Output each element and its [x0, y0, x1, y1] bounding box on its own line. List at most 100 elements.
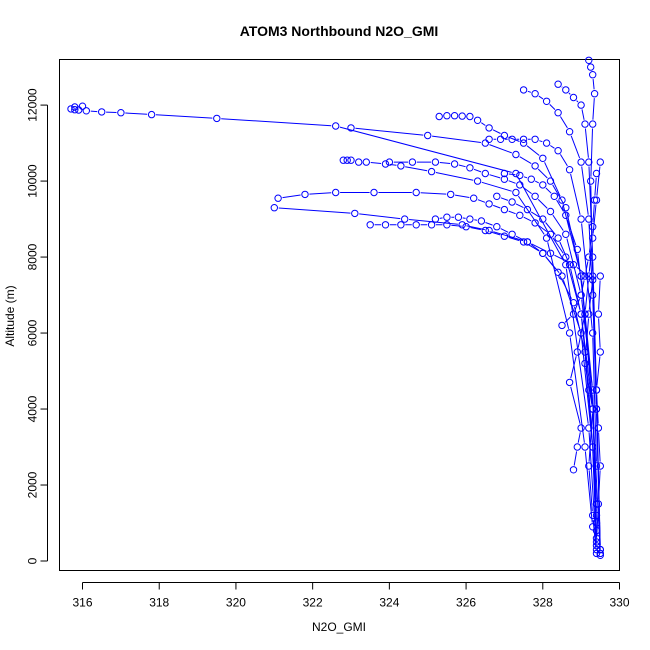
data-point	[569, 261, 578, 269]
data-series	[585, 56, 604, 554]
data-point	[531, 192, 539, 201]
y-tick-label: 10000	[26, 164, 40, 198]
series-line	[493, 138, 597, 462]
data-point	[569, 299, 578, 307]
data-point	[450, 112, 459, 120]
data-point	[466, 164, 474, 172]
data-point	[573, 348, 581, 356]
data-point	[577, 424, 585, 432]
data-point	[301, 190, 309, 199]
data-point	[270, 204, 278, 212]
data-point	[577, 101, 585, 109]
x-tick-label: 318	[149, 596, 169, 610]
data-point	[481, 226, 489, 235]
data-point	[485, 135, 493, 144]
data-point	[435, 112, 443, 121]
data-point	[508, 198, 516, 206]
data-point	[98, 108, 106, 116]
series-line	[282, 192, 597, 500]
data-point	[589, 71, 597, 79]
data-point	[581, 443, 589, 451]
data-point	[590, 90, 599, 98]
data-point	[585, 424, 593, 432]
data-point	[581, 272, 589, 280]
x-tick-label: 316	[72, 596, 92, 610]
data-point	[362, 158, 370, 166]
series-line	[370, 162, 593, 523]
data-point	[546, 207, 555, 216]
data-point	[587, 63, 595, 71]
y-tick-label: 8000	[26, 243, 40, 270]
data-point	[516, 171, 524, 180]
data-point	[412, 188, 420, 197]
data-point	[274, 194, 282, 202]
series-line	[374, 224, 597, 542]
data-point	[454, 213, 463, 221]
data-point	[347, 156, 355, 164]
series-line	[570, 166, 601, 466]
data-point	[82, 107, 91, 115]
data-series	[558, 169, 601, 330]
data-point	[397, 162, 405, 170]
data-point	[577, 291, 585, 299]
data-point	[332, 122, 340, 130]
data-point	[470, 194, 478, 202]
data-point	[512, 188, 520, 197]
data-point	[397, 221, 405, 229]
data-point	[587, 177, 595, 185]
data-point	[590, 196, 599, 204]
x-tick-label: 320	[226, 596, 246, 610]
series-line	[439, 216, 597, 527]
data-point	[589, 120, 597, 128]
data-point	[585, 158, 593, 166]
data-point	[473, 116, 482, 125]
data-point	[594, 424, 603, 432]
data-point	[500, 131, 509, 140]
data-point	[592, 196, 601, 204]
data-point	[427, 221, 436, 229]
data-point	[512, 150, 520, 159]
data-point	[562, 253, 570, 261]
data-point	[370, 188, 378, 197]
series-line	[508, 173, 597, 512]
x-tick-label: 328	[533, 596, 553, 610]
data-point	[343, 156, 351, 164]
data-series	[270, 204, 601, 558]
data-point	[500, 175, 509, 183]
data-point	[431, 158, 440, 166]
data-point	[531, 135, 539, 144]
data-point	[539, 154, 547, 163]
data-point	[558, 196, 566, 204]
data-point	[493, 192, 501, 201]
series-line	[590, 79, 601, 546]
data-point	[589, 234, 597, 242]
data-point	[577, 310, 585, 318]
data-point	[527, 175, 535, 183]
data-point	[554, 234, 562, 242]
data-point	[443, 213, 451, 221]
data-point	[508, 230, 516, 239]
data-point	[585, 56, 593, 64]
data-point	[592, 549, 601, 558]
series-line	[278, 207, 597, 550]
data-point	[573, 443, 581, 451]
y-tick-label: 4000	[26, 395, 40, 422]
data-point	[485, 200, 493, 208]
data-series	[500, 169, 601, 520]
data-point	[594, 310, 603, 318]
data-point	[596, 545, 604, 554]
x-tick-label: 330	[609, 596, 629, 610]
data-series	[67, 102, 601, 554]
data-point	[67, 105, 75, 113]
data-point	[596, 348, 604, 356]
data-point	[594, 500, 603, 508]
data-point	[385, 158, 394, 166]
x-axis-label: N2O_GMI	[312, 620, 366, 634]
data-point	[539, 249, 547, 258]
data-point	[562, 230, 570, 239]
data-series	[435, 112, 601, 527]
data-point	[519, 139, 528, 147]
data-point	[500, 205, 509, 214]
data-point	[447, 190, 455, 199]
data-point	[473, 177, 482, 185]
